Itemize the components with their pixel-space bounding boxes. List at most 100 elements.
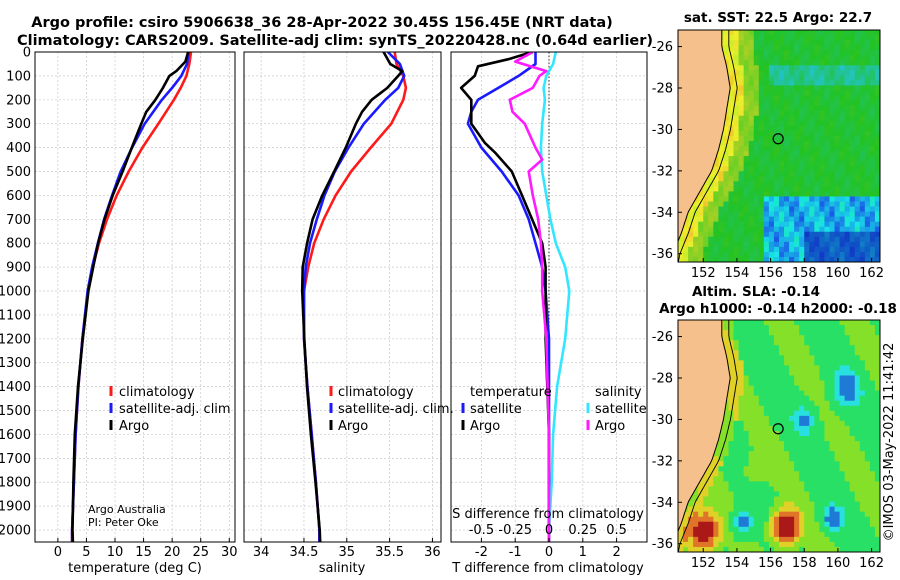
heatmap-cell (743, 65, 750, 71)
heatmap-cell (844, 345, 851, 351)
heatmap-cell (819, 451, 826, 457)
heatmap-cell (728, 60, 735, 66)
heatmap-cell (814, 85, 820, 92)
heatmap-cell (869, 471, 876, 477)
heatmap-cell (794, 516, 800, 523)
heatmap-cell (869, 511, 876, 518)
heatmap-cell (708, 251, 714, 258)
heatmap-cell (874, 156, 880, 162)
heatmap-cell (728, 80, 735, 87)
heatmap-cell (738, 30, 745, 36)
heatmap-cell (738, 216, 745, 223)
heatmap-cell (849, 365, 856, 372)
heatmap-cell (784, 100, 790, 107)
heatmap-cell (799, 335, 805, 341)
heatmap-cell (874, 476, 880, 482)
heatmap-cell (693, 226, 699, 233)
heatmap-cell (859, 70, 866, 76)
heatmap-cell (773, 85, 780, 92)
heatmap-cell (799, 420, 805, 427)
heatmap-cell (829, 45, 836, 51)
heatmap-cell (844, 451, 851, 457)
heatmap-cell (728, 425, 735, 432)
heatmap-cell (794, 441, 800, 447)
heatmap-cell (804, 476, 810, 482)
heatmap-cell (854, 125, 861, 132)
heatmap-cell (809, 400, 815, 407)
heatmap-cell (718, 211, 725, 218)
heatmap-cell (874, 395, 880, 402)
heatmap-cell (794, 256, 800, 262)
heatmap-cell (763, 125, 770, 132)
heatmap-cell (723, 466, 730, 472)
heatmap-cell (738, 420, 745, 427)
heatmap-cell (748, 350, 755, 356)
heatmap-cell (733, 115, 740, 122)
heatmap-cell (698, 216, 704, 223)
heatmap-cell (854, 400, 861, 407)
heatmap-cell (743, 476, 750, 482)
heatmap-cell (824, 360, 831, 366)
heatmap-cell (708, 516, 714, 523)
heatmap-cell (743, 35, 750, 41)
heatmap-cell (784, 415, 790, 422)
heatmap-cell (779, 400, 785, 407)
heatmap-cell (824, 441, 831, 447)
heatmap-cell (814, 151, 820, 157)
heatmap-cell (859, 506, 866, 513)
heatmap-cell (789, 546, 795, 552)
heatmap-cell (854, 146, 861, 152)
heatmap-cell (874, 246, 880, 253)
heatmap-cell (738, 461, 745, 467)
heatmap-cell (768, 446, 775, 452)
heatmap-cell (733, 196, 740, 203)
heatmap-cell (723, 115, 730, 122)
heatmap-cell (854, 526, 861, 533)
heatmap-cell (723, 135, 730, 142)
heatmap-cell (763, 156, 770, 162)
heatmap-cell (784, 481, 790, 488)
heatmap-cell (758, 166, 765, 172)
heatmap-cell (809, 360, 815, 366)
heatmap-cell (864, 380, 871, 387)
x-tick-label: -1 (509, 545, 522, 560)
heatmap-cell (869, 360, 876, 366)
heatmap-cell (758, 251, 765, 258)
heatmap-cell (844, 400, 851, 407)
heatmap-cell (723, 166, 730, 172)
heatmap-cell (758, 531, 765, 538)
heatmap-cell (869, 241, 876, 248)
heatmap-cell (874, 206, 880, 213)
heatmap-cell (708, 211, 714, 218)
heatmap-cell (698, 241, 704, 248)
heatmap-cell (854, 100, 861, 107)
heatmap-cell (753, 110, 760, 117)
heatmap-cell (773, 40, 780, 46)
heatmap-cell (859, 246, 866, 253)
heatmap-cell (758, 60, 765, 66)
heatmap-cell (809, 251, 815, 258)
heatmap-cell (768, 385, 775, 392)
heatmap-cell (819, 410, 826, 417)
heatmap-cell (794, 531, 800, 538)
heatmap-cell (814, 461, 820, 467)
heatmap-cell (713, 456, 719, 462)
heatmap-cell (829, 400, 836, 407)
heatmap-cell (869, 30, 876, 36)
heatmap-cell (763, 410, 770, 417)
heatmap-cell (854, 370, 861, 377)
heatmap-cell (779, 251, 785, 258)
heatmap-cell (768, 536, 775, 543)
heatmap-cell (849, 35, 856, 41)
heatmap-cell (743, 50, 750, 56)
heatmap-cell (784, 370, 790, 377)
heatmap-cell (743, 110, 750, 117)
heatmap-cell (834, 370, 841, 377)
heatmap-cell (703, 526, 709, 533)
heatmap-cell (794, 350, 800, 356)
heatmap-cell (789, 521, 795, 528)
heatmap-cell (733, 45, 740, 51)
heatmap-cell (809, 50, 815, 56)
heatmap-cell (874, 161, 880, 167)
heatmap-cell (814, 531, 820, 538)
